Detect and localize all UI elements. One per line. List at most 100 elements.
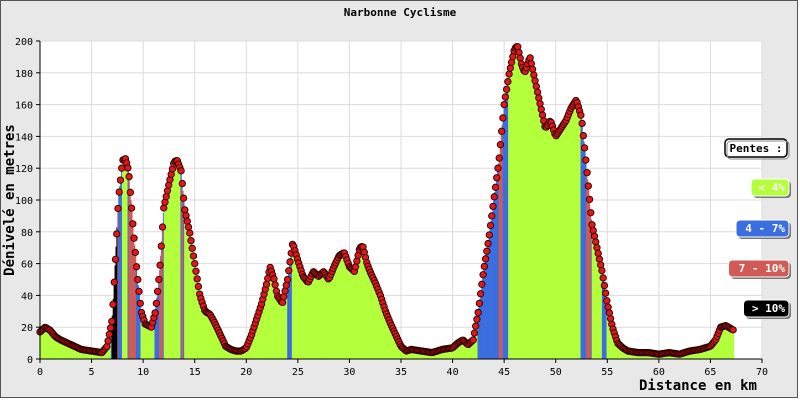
elevation-point [179, 194, 188, 202]
elevation-point [283, 275, 292, 284]
elevation-point [115, 188, 123, 196]
y-tick-label: 60 [21, 260, 33, 271]
elevation-point [178, 179, 186, 188]
elevation-point [476, 290, 485, 298]
legend-item-label: 7 - 10% [739, 262, 786, 275]
elevation-point [583, 169, 591, 177]
elevation-point [603, 297, 611, 305]
elevation-point [114, 204, 122, 213]
elevation-points [36, 43, 737, 358]
elevation-point [505, 70, 513, 78]
legend-title: Pentes : [730, 142, 783, 155]
elevation-point [584, 182, 592, 190]
elevation-point [130, 234, 138, 242]
y-axis-label: Dénivelé en metres [2, 124, 18, 276]
elevation-point [188, 244, 196, 252]
elevation-point [494, 164, 502, 172]
elevation-point [469, 336, 477, 344]
elevation-point [478, 280, 486, 288]
legend-swatch [750, 178, 790, 197]
elevation-point [486, 221, 495, 230]
elevation-point [127, 204, 136, 212]
legend-swatch [728, 259, 790, 278]
x-tick-label: 60 [653, 367, 665, 378]
elevation-point [498, 127, 506, 135]
elevation-point [285, 267, 293, 275]
elevation-point [470, 329, 479, 337]
x-tick-label: 55 [601, 367, 613, 378]
elevation-point [132, 263, 141, 271]
elevation-point [111, 255, 120, 264]
elevation-point [271, 281, 279, 289]
elevation-point [187, 237, 195, 245]
elevation-point [485, 231, 493, 239]
x-tick-label: 20 [240, 367, 252, 378]
elevation-point [136, 299, 144, 307]
elevation-point [262, 280, 271, 288]
legend-title-box [724, 138, 788, 158]
elevation-point [500, 100, 508, 109]
x-tick-label: 0 [37, 367, 43, 378]
legend-swatch [735, 219, 790, 238]
slope-bars [39, 46, 735, 359]
elevation-point [116, 176, 125, 184]
elevation-point [125, 172, 133, 181]
elevation-point [194, 282, 203, 291]
elevation-point [501, 93, 510, 101]
y-ticks: 0 20 40 60 80 100 120 140 160 180 200 [15, 37, 40, 366]
elevation-point [499, 114, 507, 122]
elevation-point [113, 230, 121, 238]
elevation-point [582, 156, 590, 164]
elevation-point [184, 223, 193, 231]
elevation-point [491, 183, 500, 191]
x-tick-label: 35 [395, 367, 407, 378]
legend-title-shadow [726, 140, 790, 160]
elevation-point [110, 278, 118, 286]
elevation-point [151, 309, 159, 317]
elevation-point [186, 229, 194, 237]
y-tick-label: 20 [21, 323, 33, 334]
elevation-point [729, 326, 737, 334]
y-tick-label: 40 [21, 291, 33, 302]
elevation-point [189, 252, 198, 260]
elevation-point [472, 322, 480, 330]
x-axis-label: Distance en km [639, 378, 757, 394]
y-tick-label: 180 [15, 69, 33, 80]
legend-swatch [743, 299, 790, 318]
elevation-point [490, 193, 498, 201]
y-tick-label: 160 [15, 101, 33, 112]
legend-item-label: < 4% [759, 181, 786, 194]
y-tick-label: 200 [15, 37, 33, 48]
elevation-point [158, 223, 167, 231]
elevation-point [493, 174, 501, 182]
elevation-point [578, 119, 586, 128]
elevation-point [286, 258, 294, 266]
elevation-point [489, 202, 497, 211]
elevation-point [109, 300, 117, 309]
elevation-point [106, 324, 115, 332]
elevation-point [135, 287, 143, 296]
y-tick-label: 0 [27, 355, 33, 366]
elevation-point [480, 262, 488, 271]
elevation-point [504, 78, 512, 86]
chart-title: Narbonne Cyclisme [343, 6, 457, 19]
x-tick-label: 5 [89, 367, 95, 378]
elevation-point [599, 274, 607, 282]
elevation-point [104, 337, 112, 345]
legend-item-label: > 10% [752, 302, 785, 315]
elevation-point [156, 261, 164, 269]
elevation-point [270, 275, 278, 283]
elevation-point [585, 195, 594, 204]
elevation-point [126, 188, 135, 197]
legend: Pentes : < 4% 4 - 7% 7 - 10% > 10% [724, 138, 791, 319]
elevation-point [481, 255, 490, 263]
elevation-point [105, 330, 113, 339]
elevation-point [496, 141, 505, 149]
y-tick-label: 80 [21, 228, 33, 239]
elevation-point [484, 239, 492, 248]
x-tick-label: 10 [137, 367, 149, 378]
y-tick-label: 100 [15, 196, 33, 207]
elevation-point [475, 299, 484, 307]
elevation-point [474, 308, 482, 317]
elevation-point [598, 266, 606, 275]
